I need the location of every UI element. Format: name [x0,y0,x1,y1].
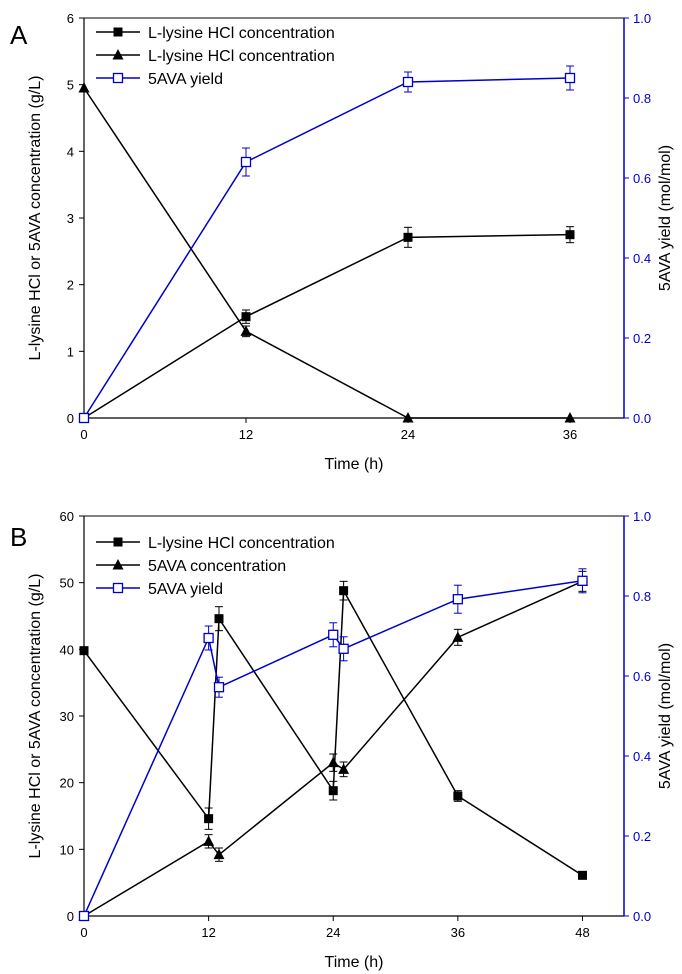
y-axis-label-right: 5AVA yield (mol/mol) [657,145,674,291]
series-line [83,87,570,419]
y-tick-label-right: 0.8 [633,91,651,106]
legend-label: 5AVA concentration [148,558,286,575]
series-line [83,77,571,419]
data-point [203,835,215,846]
data-point [213,682,225,693]
data-point [452,594,463,605]
legend-marker [113,537,123,547]
legend: L-lysine HCl concentration 5AVA concentra… [96,535,335,598]
series-line [83,233,571,419]
data-point [78,82,90,93]
data-point [78,910,90,922]
y-tick-label-left: 2 [67,278,74,293]
y-tick-label-right: 0.0 [633,411,651,426]
y-tick-label-left: 6 [67,11,74,26]
series-2 [78,568,588,922]
y-tick-label-left: 40 [60,642,74,657]
data-point [240,325,252,336]
legend-marker [112,582,124,594]
y-tick-label-right: 0.2 [633,829,651,844]
x-tick-label: 12 [239,427,253,442]
x-tick-label: 0 [80,427,87,442]
y-tick-label-right: 0.0 [633,909,651,924]
y-tick-label-left: 20 [60,776,74,791]
data-point [402,76,414,88]
data-point [402,412,414,423]
data-point [213,848,225,860]
data-point [328,629,339,640]
y-tick-label-left: 1 [67,344,74,359]
data-point [78,412,90,424]
y-tick-label-left: 0 [67,909,74,924]
data-point [577,575,588,586]
legend-marker [113,27,123,37]
y-tick-label-right: 0.6 [633,171,651,186]
y-tick-label-right: 0.6 [633,669,651,684]
data-point [564,72,576,84]
x-tick-label: 24 [326,925,340,940]
series-2 [78,65,576,424]
legend-marker [112,559,124,570]
x-tick-label: 12 [201,925,215,940]
y-tick-label-left: 30 [60,709,74,724]
y-tick-label-left: 3 [67,211,74,226]
data-point [327,756,339,768]
chart-panel-b: B 0 12 24 36 48 0 10 20 30 40 50 60 0.0 0.2 0.4 0.6 0.8 1.… [10,509,674,971]
y-tick-label-left: 10 [60,842,74,857]
legend: L-lysine HCl concentration L-lysine HCl c… [96,25,335,88]
y-axis-label-left: L-lysine HCl or 5AVA concentration (g/L) [27,76,44,361]
x-axis-label: Time (h) [325,456,384,473]
x-tick-label: 36 [451,925,465,940]
data-point [203,632,214,644]
data-point [577,870,587,880]
legend-label: 5AVA yield [148,581,223,598]
data-point [204,814,214,824]
series-0 [79,226,575,423]
legend-marker [112,72,124,84]
data-point [241,312,251,322]
legend-marker [112,49,124,60]
x-axis-label: Time (h) [325,954,384,971]
panel-letter: A [10,20,28,50]
data-point [214,614,224,624]
y-tick-label-right: 0.8 [633,589,651,604]
data-point [452,631,464,642]
x-tick-label: 0 [80,925,87,940]
x-tick-label: 36 [563,427,577,442]
data-point [338,763,350,774]
y-tick-label-left: 50 [60,576,74,591]
data-point [564,412,576,423]
legend-label: L-lysine HCl concentration [148,48,335,65]
y-tick-label-right: 1.0 [633,11,651,26]
data-point [240,156,252,168]
x-tick-label: 48 [575,925,589,940]
data-point [565,230,575,240]
panel-letter: B [10,522,27,552]
legend-label: L-lysine HCl concentration [148,535,335,552]
data-point [339,586,349,596]
y-tick-label-left: 60 [60,509,74,524]
y-tick-label-left: 4 [67,144,74,159]
data-point [328,786,338,796]
y-tick-label-right: 0.4 [633,749,651,764]
x-tick-label: 24 [401,427,415,442]
y-axis-label-left: L-lysine HCl or 5AVA concentration (g/L) [27,574,44,859]
series-1 [78,82,576,423]
y-axis-label-right: 5AVA yield (mol/mol) [657,643,674,789]
data-point [403,232,413,242]
legend-label: 5AVA yield [148,71,223,88]
series-0 [79,580,587,880]
y-tick-label-left: 5 [67,78,74,93]
y-tick-label-left: 0 [67,411,74,426]
data-point [453,791,463,801]
y-tick-label-right: 0.2 [633,331,651,346]
legend-label: L-lysine HCl concentration [148,25,335,42]
y-tick-label-right: 1.0 [633,509,651,524]
y-tick-label-right: 0.4 [633,251,651,266]
data-point [338,643,349,654]
data-point [79,646,89,656]
